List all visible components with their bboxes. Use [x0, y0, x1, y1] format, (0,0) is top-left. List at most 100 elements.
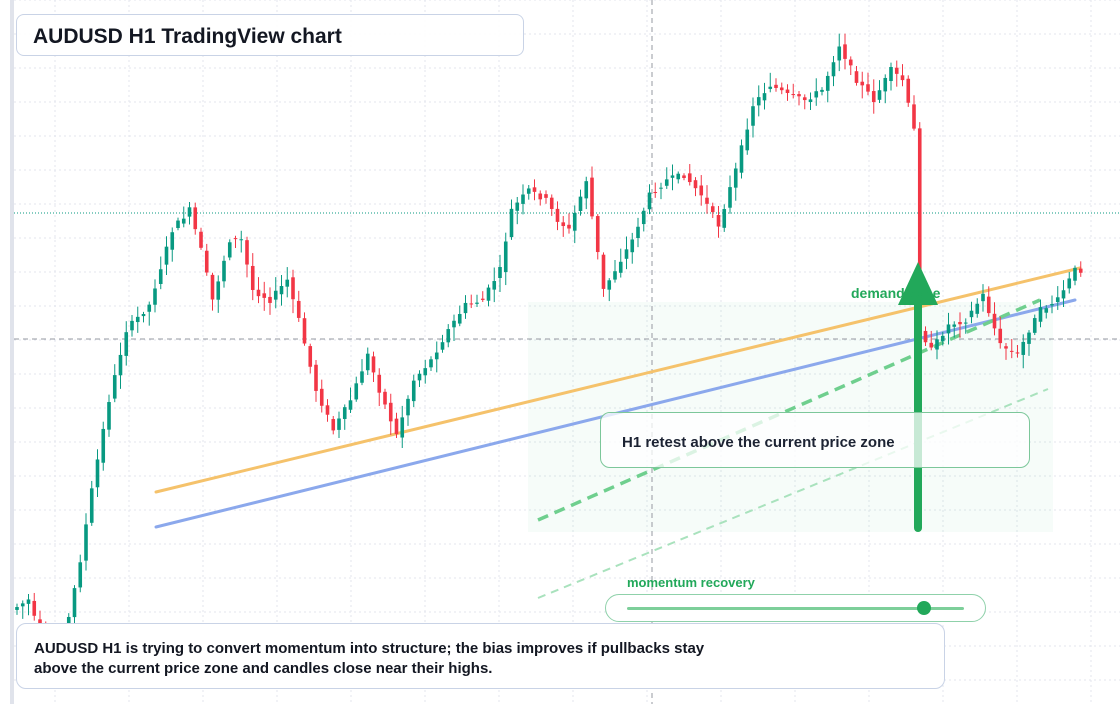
candle-body: [227, 242, 232, 258]
candle-body: [95, 459, 100, 488]
candle-body: [843, 44, 847, 59]
candle-body: [578, 196, 583, 211]
candle-body: [394, 418, 399, 435]
candle-body: [567, 224, 571, 229]
candle-body: [797, 94, 801, 97]
candle-body: [153, 288, 157, 305]
candle-body: [434, 352, 439, 360]
candle-body: [486, 287, 491, 301]
candle-body: [889, 67, 893, 82]
candle-body: [314, 364, 318, 391]
candle-body: [141, 313, 146, 317]
candle-body: [383, 391, 387, 405]
candle-body: [624, 249, 629, 259]
candle-body: [509, 208, 514, 238]
chart-title: AUDUSD H1 TradingView chart: [33, 25, 342, 48]
candle-body: [676, 173, 681, 180]
candle-body: [935, 339, 939, 350]
candle-body: [15, 607, 19, 610]
candle-body: [751, 106, 755, 126]
candle-body: [222, 260, 226, 282]
candle-body: [952, 324, 957, 327]
candle-body: [130, 320, 134, 331]
candle-body: [515, 202, 520, 211]
candle-body: [544, 194, 548, 198]
candle-body: [285, 279, 290, 287]
candle-body: [181, 218, 186, 224]
momentum-meter-knob: [916, 601, 931, 615]
candle-body: [469, 303, 474, 305]
demand-zone-label: demand zone: [851, 285, 941, 301]
candle-body: [647, 192, 652, 210]
candle-body: [348, 400, 353, 410]
candle-body: [854, 71, 859, 83]
candle-body: [417, 373, 422, 381]
candle-body: [279, 286, 284, 295]
candle-body: [78, 562, 83, 588]
candle-body: [963, 322, 968, 324]
candle-body: [411, 380, 416, 402]
candle-body: [1027, 332, 1031, 344]
candle-body: [233, 238, 238, 240]
candle-body: [89, 488, 94, 523]
candle-body: [526, 188, 531, 194]
candle-body: [521, 194, 525, 204]
candle-body: [187, 207, 192, 217]
candle-body: [871, 91, 876, 103]
candle-body: [388, 402, 393, 422]
candle-body: [268, 296, 272, 303]
momentum-meter-label: momentum recovery: [627, 575, 755, 590]
candle-body: [296, 300, 301, 318]
candle-body: [699, 185, 704, 196]
candle-body: [929, 342, 934, 348]
analysis-note: AUDUSD H1 is trying to convert momentum …: [16, 623, 945, 689]
candle-body: [877, 90, 882, 100]
candle-body: [308, 346, 313, 367]
candle-body: [84, 524, 88, 561]
candle-body: [457, 314, 462, 324]
candle-body: [613, 271, 617, 280]
candle-body: [894, 67, 899, 74]
candle-body: [831, 62, 836, 77]
candle-body: [319, 388, 324, 406]
candle-body: [1073, 267, 1077, 281]
candle-body: [250, 265, 255, 290]
candle-body: [572, 212, 577, 231]
candle-body: [802, 97, 807, 101]
candle-body: [549, 197, 554, 209]
candle-body: [601, 254, 606, 289]
candle-body: [26, 599, 31, 604]
candle-body: [176, 220, 180, 229]
candle-body: [728, 187, 732, 208]
candle-body: [1044, 308, 1049, 313]
candle-body: [446, 329, 451, 343]
candle-body: [716, 215, 721, 227]
candle-body: [429, 359, 433, 368]
candle-body: [440, 342, 445, 350]
candle-body: [365, 353, 370, 371]
candle-body: [124, 332, 129, 356]
candle-body: [1038, 307, 1043, 322]
candle-body: [475, 302, 479, 304]
candle-body: [779, 87, 784, 91]
analysis-note-text: AUDUSD H1 is trying to convert momentum …: [34, 640, 705, 677]
candle-body: [848, 59, 853, 66]
demand-arrow-head: [898, 262, 938, 305]
candle-body: [1055, 297, 1060, 303]
candle-body: [659, 187, 663, 189]
candle-body: [158, 269, 163, 285]
candle-body: [670, 175, 675, 178]
candle-body: [164, 246, 169, 265]
candle-body: [503, 241, 508, 273]
candle-body: [1078, 268, 1083, 273]
candle-body: [940, 335, 945, 342]
projection-line-lower: [537, 388, 1049, 599]
candle-body: [705, 197, 709, 204]
candle-body: [785, 89, 790, 94]
candle-body: [762, 93, 767, 101]
candle-body: [291, 277, 295, 300]
candle-body: [532, 187, 537, 192]
candle-body: [618, 261, 623, 273]
candle-body: [687, 173, 692, 183]
